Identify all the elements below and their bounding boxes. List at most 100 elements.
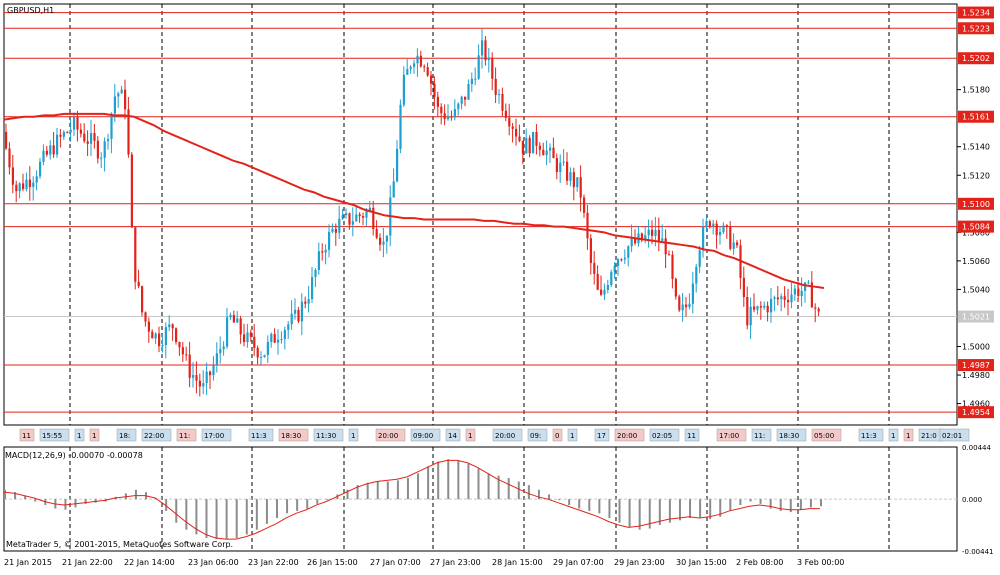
macd-histogram-bar — [255, 499, 258, 530]
candle-body — [600, 289, 603, 295]
candle-body — [443, 113, 446, 120]
level-label-4: 1.5100 — [962, 200, 990, 209]
candle-body — [579, 177, 582, 198]
candle-body — [712, 223, 715, 227]
candle-body — [5, 131, 8, 149]
candle-body — [763, 305, 766, 308]
candle-body — [215, 353, 218, 366]
candle-body — [314, 269, 317, 278]
trade-marker-label-7: 17:00 — [204, 432, 224, 440]
macd-histogram-bar — [276, 499, 278, 518]
trade-marker-box-17 — [527, 428, 548, 442]
candle-body — [593, 263, 596, 274]
macd-histogram-bar — [739, 499, 742, 506]
level-tag-0 — [958, 6, 994, 19]
candle-body — [317, 251, 320, 270]
candle-body — [634, 238, 637, 244]
candle-body — [151, 331, 154, 339]
candle-body — [294, 309, 297, 314]
macd-histogram-bar — [175, 499, 178, 523]
candle-body — [222, 346, 225, 350]
candle-body — [603, 289, 606, 295]
candle-body — [141, 286, 144, 313]
trade-marker-box-23 — [684, 428, 700, 442]
macd-tick-label-0: 0.00444 — [962, 444, 991, 452]
candle-body — [736, 242, 739, 246]
x-axis-label-4: 23 Jan 22:00 — [248, 558, 299, 567]
trade-marker-label-2: 1 — [77, 432, 81, 440]
candle-body — [542, 149, 545, 156]
candle-body — [86, 141, 89, 144]
macd-histogram-bar — [427, 466, 430, 500]
candle-body — [341, 215, 344, 219]
x-axis-label-12: 2 Feb 08:00 — [736, 558, 783, 567]
macd-histogram-bar — [507, 478, 510, 500]
candle-body — [246, 332, 249, 343]
candle-body — [487, 57, 490, 61]
candle-body — [379, 237, 382, 245]
trade-marker-label-31: 21:0 — [921, 432, 937, 440]
candle-body — [144, 312, 147, 322]
trade-marker-label-15: 1 — [468, 432, 472, 440]
trade-marker-box-8 — [248, 428, 274, 442]
candle-body — [290, 313, 293, 325]
candle-body — [385, 235, 388, 242]
price-tick-label-6: 1.5000 — [962, 343, 990, 352]
candle-body — [467, 83, 470, 100]
candle-body — [103, 141, 106, 158]
macd-histogram-bar — [709, 499, 712, 520]
candle-body — [243, 334, 246, 343]
candle-body — [219, 349, 222, 354]
trade-marker-label-10: 11:30 — [316, 432, 336, 440]
trade-marker-box-4 — [116, 428, 137, 442]
candle-body — [161, 345, 164, 347]
candle-body — [158, 333, 161, 347]
candle-body — [810, 282, 813, 308]
macd-histogram-bar — [406, 478, 409, 500]
candle-body — [351, 221, 354, 225]
candle-body — [715, 223, 718, 236]
macd-histogram-bar — [608, 499, 611, 518]
candle-body — [596, 273, 599, 290]
moving-average-line — [3, 112, 825, 289]
trade-marker-box-15 — [465, 428, 476, 442]
level-label-0: 1.5234 — [962, 9, 990, 18]
macd-signal-line — [3, 459, 820, 540]
candle-body — [59, 134, 62, 137]
candle-body — [362, 216, 365, 218]
candle-body — [484, 40, 487, 61]
trade-marker-label-13: 09:00 — [413, 432, 433, 440]
macd-histogram-bar — [4, 489, 6, 500]
candle-body — [260, 356, 263, 358]
price-tick-label-2: 1.5120 — [962, 171, 990, 180]
macd-histogram-bar — [477, 468, 480, 500]
candle-body — [300, 301, 303, 322]
candle-body — [470, 78, 473, 84]
candle-body — [229, 314, 232, 318]
price-tick-label-1: 1.5140 — [962, 143, 990, 152]
x-axis-label-5: 26 Jan 15:00 — [307, 558, 358, 567]
candle-body — [304, 301, 307, 304]
macd-histogram-bar — [749, 499, 752, 502]
macd-histogram-bar — [497, 475, 500, 500]
candle-body — [66, 132, 69, 134]
macd-histogram-bar — [24, 495, 27, 500]
candle-body — [83, 133, 86, 142]
macd-histogram-bar — [467, 463, 470, 500]
macd-histogram-bar — [245, 499, 248, 535]
candle-body — [661, 238, 664, 241]
macd-histogram-bar — [165, 499, 168, 511]
trade-marker-label-9: 18:30 — [281, 432, 301, 440]
candle-body — [515, 128, 518, 137]
candle-body — [130, 154, 133, 228]
price-tick-label-8: 1.4960 — [962, 400, 990, 409]
trade-marker-box-6 — [176, 428, 197, 442]
candle-body — [685, 304, 688, 308]
trade-marker-label-6: 11: — [179, 432, 190, 440]
candle-body — [671, 254, 674, 279]
level-tag-3 — [958, 110, 994, 123]
candle-body — [113, 96, 116, 114]
candle-body — [56, 134, 59, 155]
